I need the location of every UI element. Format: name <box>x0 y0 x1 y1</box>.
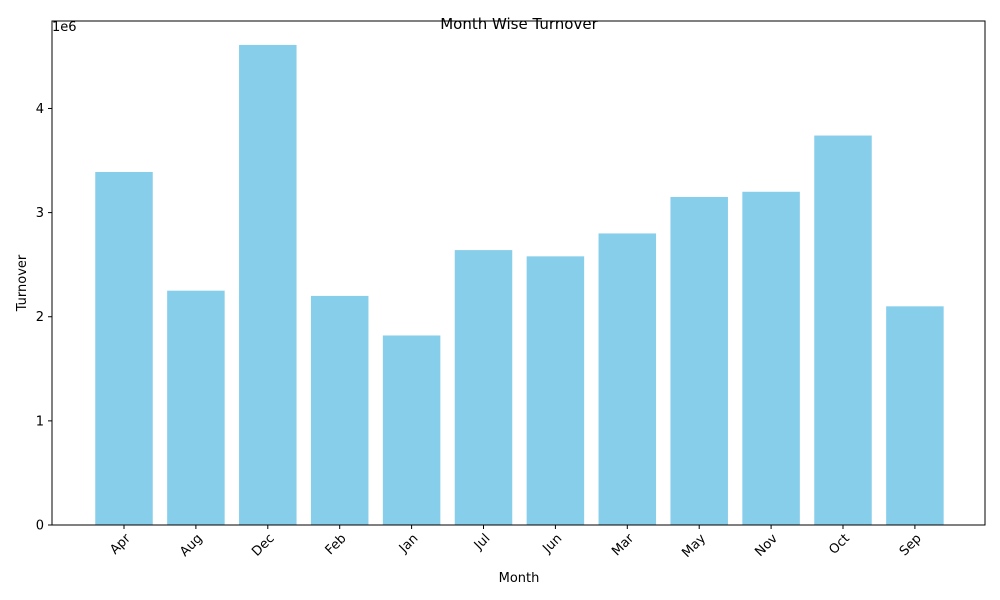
x-tick-label: Dec <box>249 531 277 559</box>
axes-layer <box>51 20 986 526</box>
x-tick-label: Apr <box>107 531 134 558</box>
bar-feb <box>310 295 369 525</box>
bar-dec <box>239 44 297 525</box>
x-tick-label: May <box>679 531 709 561</box>
x-tick-label: Feb <box>323 531 350 558</box>
x-tick-label: Mar <box>609 531 637 559</box>
bar-jun <box>526 256 585 525</box>
x-tick-label: Sep <box>897 531 925 559</box>
x-tick-label: Jun <box>540 531 566 557</box>
y-tick-label: 2 <box>36 310 44 325</box>
x-tick-label: Nov <box>752 531 781 560</box>
plot-frame <box>51 20 986 526</box>
bar-aug <box>167 290 225 525</box>
y-axis-offset-label: 1e6 <box>52 20 77 35</box>
bar-jul <box>454 250 513 525</box>
y-axis-label: Turnover <box>15 254 30 312</box>
x-tick-label: Aug <box>177 531 206 560</box>
bars-layer <box>95 44 944 526</box>
bar-oct <box>814 135 872 526</box>
x-tick-label: Jul <box>471 531 493 553</box>
bar-sep <box>886 306 944 525</box>
y-tick-label: 0 <box>36 519 44 534</box>
bar-nov <box>742 191 800 525</box>
x-tick-label: Oct <box>826 531 853 558</box>
x-tick-label: Jan <box>396 531 421 556</box>
chart-title: Month Wise Turnover <box>440 15 598 33</box>
bar-mar <box>598 233 657 525</box>
y-tick-label: 3 <box>36 206 44 221</box>
x-ticks-layer: Apr Aug Dec Feb Jan Jul Jun Mar May Nov Oct Sep <box>107 525 925 561</box>
x-axis-label: Month <box>499 571 540 586</box>
bar-may <box>670 196 728 526</box>
bar-jan <box>382 335 441 525</box>
y-ticks-layer: 0 1 2 3 4 <box>36 102 52 534</box>
y-tick-label: 1 <box>36 414 44 429</box>
bar-apr <box>95 171 153 526</box>
y-tick-label: 4 <box>36 102 44 117</box>
